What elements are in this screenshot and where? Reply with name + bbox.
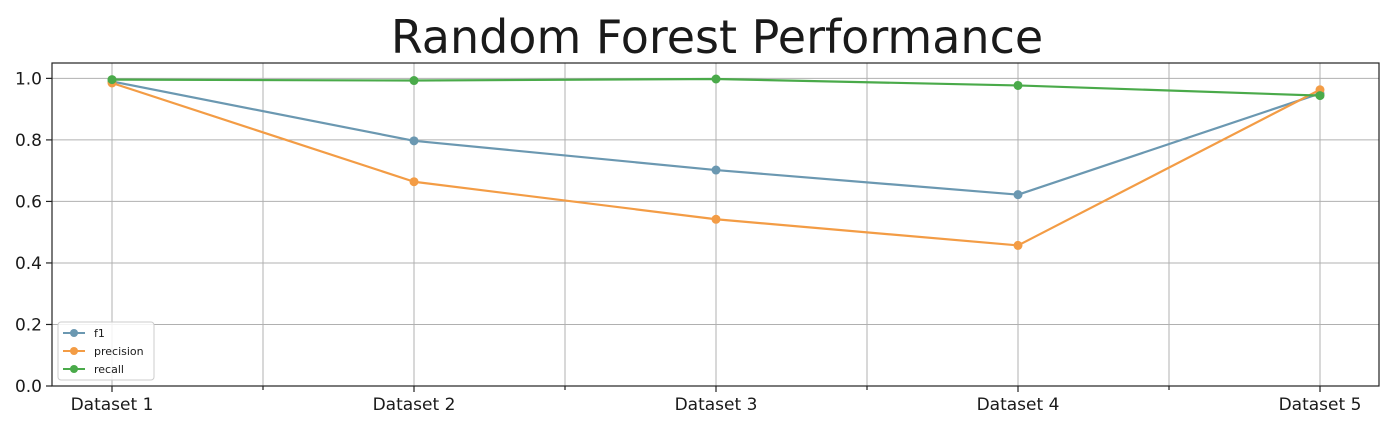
legend-item: recall: [63, 363, 124, 376]
x-tick-label: Dataset 3: [675, 395, 758, 415]
series: [107, 74, 1325, 250]
y-tick-label: 1.0: [15, 69, 42, 89]
legend-label: precision: [94, 345, 144, 358]
y-tick-label: 0.0: [15, 377, 42, 397]
series-recall: [107, 74, 1325, 101]
y-tick-label: 0.6: [15, 192, 42, 212]
data-point: [1013, 240, 1023, 250]
legend-item: precision: [63, 345, 144, 358]
data-point: [1013, 190, 1023, 200]
x-axis: Dataset 1 Dataset 2 Dataset 3 Dataset 4 Data…: [71, 386, 1362, 415]
legend-label: f1: [94, 327, 105, 340]
x-tick-label: Dataset 2: [373, 395, 456, 415]
data-point: [409, 76, 419, 86]
data-point: [107, 75, 117, 85]
legend-item: f1: [63, 327, 105, 340]
y-tick-label: 0.4: [15, 254, 42, 274]
x-tick-label: Dataset 1: [71, 395, 154, 415]
y-tick-label: 0.8: [15, 131, 42, 151]
data-point: [711, 74, 721, 84]
legend-label: recall: [94, 363, 124, 376]
x-tick-label: Dataset 5: [1279, 395, 1362, 415]
data-point: [711, 214, 721, 224]
data-point: [409, 136, 419, 146]
data-point: [1315, 91, 1325, 101]
data-point: [409, 177, 419, 187]
grid: [52, 63, 1379, 387]
chart-title: Random Forest Performance: [391, 10, 1043, 64]
legend-swatch-marker: [70, 329, 78, 337]
data-point: [711, 165, 721, 175]
legend-swatch-marker: [70, 347, 78, 355]
data-point: [1013, 80, 1023, 90]
x-tick-label: Dataset 4: [977, 395, 1060, 415]
legend-box: [57, 321, 155, 381]
y-axis: 0.0 0.2 0.4 0.6 0.8 1.0: [15, 69, 52, 397]
legend: f1 precision recall: [57, 321, 155, 381]
legend-swatch-marker: [70, 365, 78, 373]
y-tick-label: 0.2: [15, 315, 42, 335]
